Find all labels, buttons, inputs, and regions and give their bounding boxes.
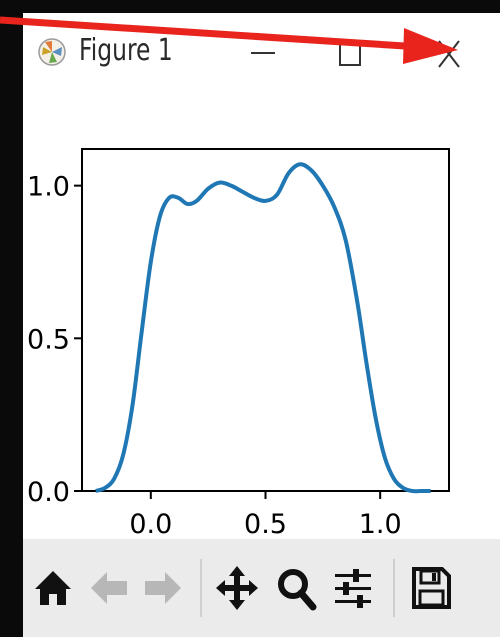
navigation-toolbar	[23, 539, 500, 637]
save-icon	[412, 567, 451, 609]
close-icon	[438, 40, 460, 68]
minimize-icon	[251, 52, 275, 54]
toolbar-separator	[393, 559, 395, 617]
plot-canvas[interactable]: 0.0 0.5 1.0 0.0 0.5 1.0	[23, 89, 500, 540]
maximize-button[interactable]	[328, 31, 372, 75]
minimize-button[interactable]	[241, 31, 285, 75]
toolbar-separator	[200, 559, 202, 617]
line-chart: 0.0 0.5 1.0 0.0 0.5 1.0	[27, 148, 450, 540]
x-tick-label: 0.5	[244, 509, 287, 539]
x-tick-label: 1.0	[359, 509, 402, 539]
maximize-icon	[339, 40, 361, 66]
window-title: Figure 1	[79, 33, 173, 68]
back-button[interactable]	[87, 563, 131, 613]
series-line	[95, 162, 431, 494]
configure-subplots-button[interactable]	[331, 563, 375, 613]
pan-button[interactable]	[215, 563, 259, 613]
home-icon	[35, 571, 71, 605]
x-tick-label: 0.0	[129, 509, 172, 539]
home-button[interactable]	[31, 563, 75, 613]
save-button[interactable]	[409, 563, 453, 613]
back-arrow-icon	[91, 572, 127, 604]
forward-button[interactable]	[141, 563, 185, 613]
y-tick-label: 0.0	[27, 477, 70, 508]
title-bar[interactable]: Figure 1	[23, 13, 500, 89]
pan-icon	[216, 566, 258, 610]
configure-subplots-icon	[335, 569, 371, 608]
zoom-icon	[278, 569, 317, 611]
zoom-button[interactable]	[275, 563, 319, 613]
y-tick-label: 0.5	[27, 324, 70, 355]
y-tick-label: 1.0	[27, 172, 70, 203]
forward-arrow-icon	[145, 572, 181, 604]
close-button[interactable]	[427, 31, 471, 75]
figure-window: Figure 1 0.0 0.5 1.0 0.0 0.5 1.0	[23, 13, 500, 637]
matplotlib-app-icon	[37, 37, 67, 67]
